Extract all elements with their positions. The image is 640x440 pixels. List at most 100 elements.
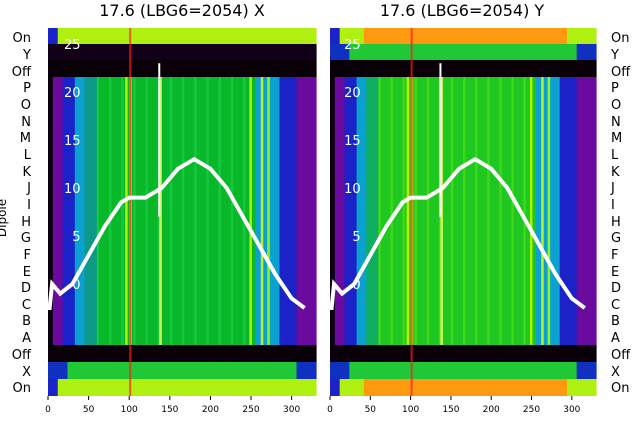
heatmap-cell — [591, 77, 595, 345]
heatmap-cell — [52, 77, 56, 345]
heatmap-body — [48, 28, 317, 396]
band-cell — [431, 362, 437, 379]
dipole-label: X — [611, 365, 620, 380]
band-cell — [479, 362, 486, 379]
band-cell — [296, 345, 302, 362]
heatmap-cell — [525, 77, 529, 345]
band-cell — [330, 60, 336, 77]
heatmap-cell — [576, 77, 580, 345]
x-tick-label: 250 — [242, 405, 259, 415]
band-cell — [199, 345, 205, 362]
heatmap-cell — [359, 77, 363, 345]
heatmap-cell — [354, 77, 358, 345]
heatmap-cell — [559, 77, 563, 345]
band-cell — [179, 44, 186, 60]
heatmap-cell — [291, 77, 295, 345]
heatmap-cell — [240, 77, 244, 345]
band-cell — [194, 379, 200, 396]
band-cell — [96, 345, 103, 362]
red-stripe — [410, 28, 413, 396]
band-cell — [301, 28, 307, 44]
band-cell — [277, 28, 283, 44]
band-cell — [581, 362, 587, 379]
heatmap-cell — [55, 77, 59, 345]
band-cell — [397, 345, 404, 362]
band-cell — [257, 44, 263, 60]
band-cell — [306, 44, 312, 60]
band-cell — [311, 345, 317, 362]
band-cell — [233, 44, 239, 60]
band-cell — [349, 60, 355, 77]
band-cell — [223, 60, 229, 77]
band-cell — [571, 379, 578, 396]
band-cell — [533, 362, 539, 379]
heatmap-cell — [296, 77, 300, 345]
band-cell — [164, 60, 171, 77]
band-cell — [494, 60, 500, 77]
band-cell — [72, 60, 78, 77]
band-cell — [140, 379, 147, 396]
heatmap-cell — [496, 77, 500, 345]
band-cell — [62, 362, 69, 379]
band-cell — [528, 60, 534, 77]
band-cell — [417, 379, 423, 396]
heatmap-cell — [346, 77, 350, 345]
heatmap-cell — [77, 77, 81, 345]
heatmap-cell — [535, 77, 539, 345]
band-cell — [537, 345, 544, 362]
band-cell — [537, 60, 544, 77]
band-cell — [247, 345, 254, 362]
band-cell — [48, 362, 54, 379]
band-cell — [533, 379, 539, 396]
heatmap-cell — [460, 77, 464, 345]
heatmap-stripe — [547, 77, 551, 345]
band-cell — [238, 345, 244, 362]
heatmap-cell — [191, 77, 195, 345]
band-cell — [446, 362, 452, 379]
dipole-label: X — [22, 365, 31, 380]
dipole-label: B — [22, 314, 31, 329]
band-cell — [208, 345, 215, 362]
band-cell — [242, 379, 249, 396]
band-cell — [402, 44, 408, 60]
band-cell — [508, 60, 515, 77]
band-cell — [460, 60, 467, 77]
band-cell — [417, 345, 423, 362]
band-cell — [203, 44, 210, 60]
band-cell — [494, 362, 500, 379]
band-cell — [470, 345, 476, 362]
band-cell — [155, 28, 161, 44]
heatmap-cell — [277, 77, 281, 345]
band-cell — [272, 345, 278, 362]
band-cell — [252, 362, 259, 379]
x-tick-label: 100 — [402, 405, 419, 415]
band-cell — [223, 345, 229, 362]
band-cell — [203, 28, 210, 44]
band-cell — [262, 379, 268, 396]
band-cell — [286, 345, 293, 362]
band-cell — [455, 379, 462, 396]
band-cell — [388, 379, 394, 396]
heatmap-cell — [220, 77, 225, 345]
band-cell — [566, 60, 573, 77]
band-cell — [96, 379, 103, 396]
heatmap-cell — [431, 77, 435, 345]
heatmap-cell — [152, 77, 156, 345]
heatmap-cell — [208, 77, 212, 345]
heatmap-cell — [272, 77, 276, 345]
band-cell — [412, 345, 418, 362]
band-cell — [412, 28, 418, 44]
heatmap-cell — [306, 77, 310, 345]
heatmap-stripe — [267, 77, 270, 345]
heatmap-cell — [74, 77, 78, 345]
band-cell — [581, 379, 587, 396]
band-cell — [140, 362, 147, 379]
band-cell — [184, 44, 190, 60]
band-cell — [218, 345, 225, 362]
band-cell — [402, 362, 408, 379]
band-cell — [199, 379, 205, 396]
band-cell — [499, 60, 505, 77]
band-cell — [354, 60, 360, 77]
band-cell — [528, 345, 534, 362]
